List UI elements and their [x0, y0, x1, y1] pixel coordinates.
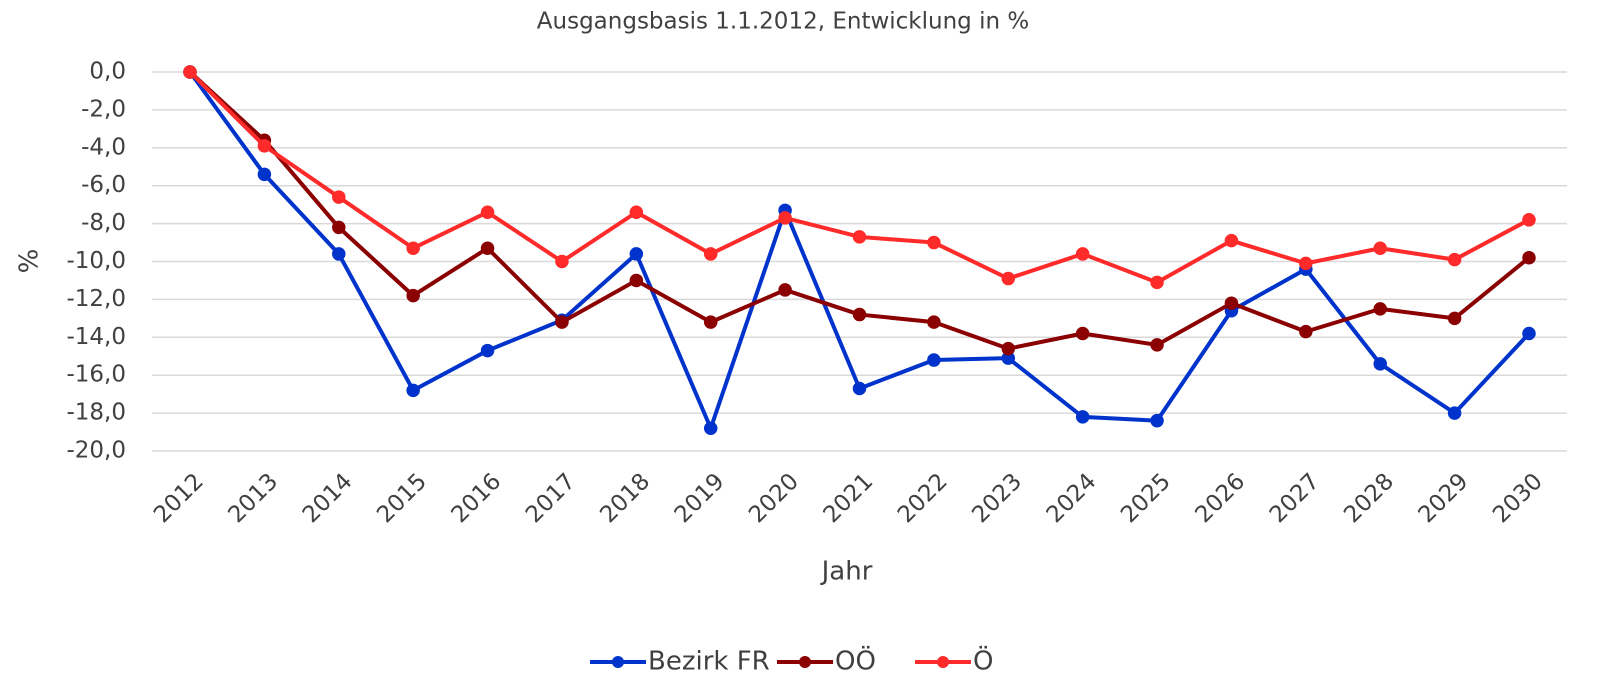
- data-point: [1075, 326, 1090, 341]
- series-line: [188, 70, 1531, 351]
- y-axis-label: %: [15, 249, 45, 274]
- data-point: [1150, 338, 1164, 352]
- legend-label: Bezirk FR: [648, 647, 770, 677]
- x-tick-label: 2028: [1339, 468, 1399, 528]
- data-point: [406, 241, 420, 255]
- legend-label: Ö: [973, 645, 993, 677]
- x-tick-label: 2021: [819, 468, 879, 528]
- y-tick-label: -6,0: [81, 172, 126, 198]
- x-tick-label: 2025: [1116, 468, 1176, 528]
- data-point: [480, 205, 495, 219]
- legend-marker: [799, 656, 811, 668]
- data-point: [778, 211, 792, 225]
- data-point: [1224, 233, 1239, 248]
- x-tick-label: 2016: [447, 468, 507, 528]
- data-point: [852, 230, 867, 244]
- x-tick-label: 2026: [1190, 468, 1250, 528]
- x-tick-label: 2019: [670, 468, 730, 528]
- data-point: [1447, 252, 1462, 267]
- series-line: [188, 70, 1530, 285]
- data-point: [332, 190, 346, 204]
- data-point: [406, 383, 420, 398]
- data-point: [1373, 302, 1387, 316]
- x-tick-label: 2022: [893, 468, 953, 528]
- data-point: [1447, 311, 1462, 326]
- data-point: [703, 315, 718, 329]
- data-point: [1150, 275, 1164, 290]
- x-tick-label: 2018: [595, 468, 655, 528]
- data-point: [1075, 410, 1090, 424]
- data-point: [480, 343, 495, 358]
- data-point: [1447, 406, 1462, 420]
- data-point: [257, 139, 272, 153]
- y-tick-label: -18,0: [66, 400, 126, 426]
- y-tick-label: 0,0: [89, 59, 126, 85]
- y-tick-label: -2,0: [81, 96, 126, 122]
- data-point: [703, 421, 718, 436]
- data-point: [1299, 324, 1313, 339]
- data-point: [927, 353, 941, 367]
- chart-title: Ausgangsbasis 1.1.2012, Entwicklung in %: [537, 9, 1029, 35]
- data-point: [852, 307, 867, 322]
- data-point: [1299, 256, 1313, 271]
- data-point: [555, 254, 569, 269]
- data-point: [629, 273, 644, 288]
- data-point: [332, 220, 346, 235]
- data-point: [1373, 241, 1387, 255]
- x-tick-label: 2014: [298, 468, 358, 528]
- legend-label: OÖ: [835, 645, 876, 677]
- legend-item: Ö: [915, 645, 993, 677]
- data-point: [257, 167, 272, 182]
- data-point: [1001, 341, 1016, 356]
- x-tick-label: 2029: [1414, 468, 1474, 528]
- data-point: [1373, 357, 1387, 371]
- y-tick-label: -20,0: [66, 438, 126, 464]
- x-tick-label: 2024: [1042, 468, 1102, 528]
- y-tick-label: -10,0: [66, 248, 126, 274]
- x-tick-label: 2027: [1265, 468, 1325, 528]
- data-point: [852, 381, 867, 396]
- x-tick-label: 2015: [372, 468, 432, 528]
- data-point: [1150, 413, 1164, 428]
- y-tick-label: -8,0: [81, 210, 126, 236]
- data-point: [927, 235, 941, 250]
- data-point: [1522, 213, 1536, 227]
- x-tick-label: 2020: [744, 468, 804, 528]
- data-point: [703, 247, 718, 261]
- x-tick-label: 2023: [967, 468, 1027, 528]
- data-point: [1001, 271, 1016, 286]
- data-point: [778, 283, 792, 297]
- data-point: [1522, 326, 1536, 341]
- x-tick-label: 2013: [223, 468, 283, 528]
- legend-item: Bezirk FR: [590, 647, 770, 677]
- data-point: [927, 315, 941, 329]
- legend-marker: [612, 656, 624, 668]
- x-tick-label: 2017: [521, 468, 581, 528]
- x-tick-label: 2030: [1488, 468, 1548, 528]
- y-tick-label: -14,0: [66, 324, 126, 350]
- data-point: [1224, 296, 1239, 310]
- data-point: [629, 205, 644, 219]
- x-tick-label: 2012: [149, 468, 209, 528]
- x-axis-label: Jahr: [820, 557, 873, 587]
- data-point: [1075, 247, 1090, 261]
- y-tick-label: -12,0: [66, 286, 126, 312]
- legend-marker: [937, 656, 949, 668]
- data-point: [332, 247, 346, 261]
- data-point: [629, 247, 644, 261]
- legend-item: OÖ: [777, 645, 876, 677]
- data-point: [1522, 250, 1536, 265]
- data-point: [183, 65, 197, 79]
- y-tick-label: -4,0: [81, 134, 126, 160]
- data-point: [406, 288, 420, 303]
- y-tick-label: -16,0: [66, 362, 126, 388]
- data-point: [480, 241, 495, 255]
- data-point: [555, 315, 569, 329]
